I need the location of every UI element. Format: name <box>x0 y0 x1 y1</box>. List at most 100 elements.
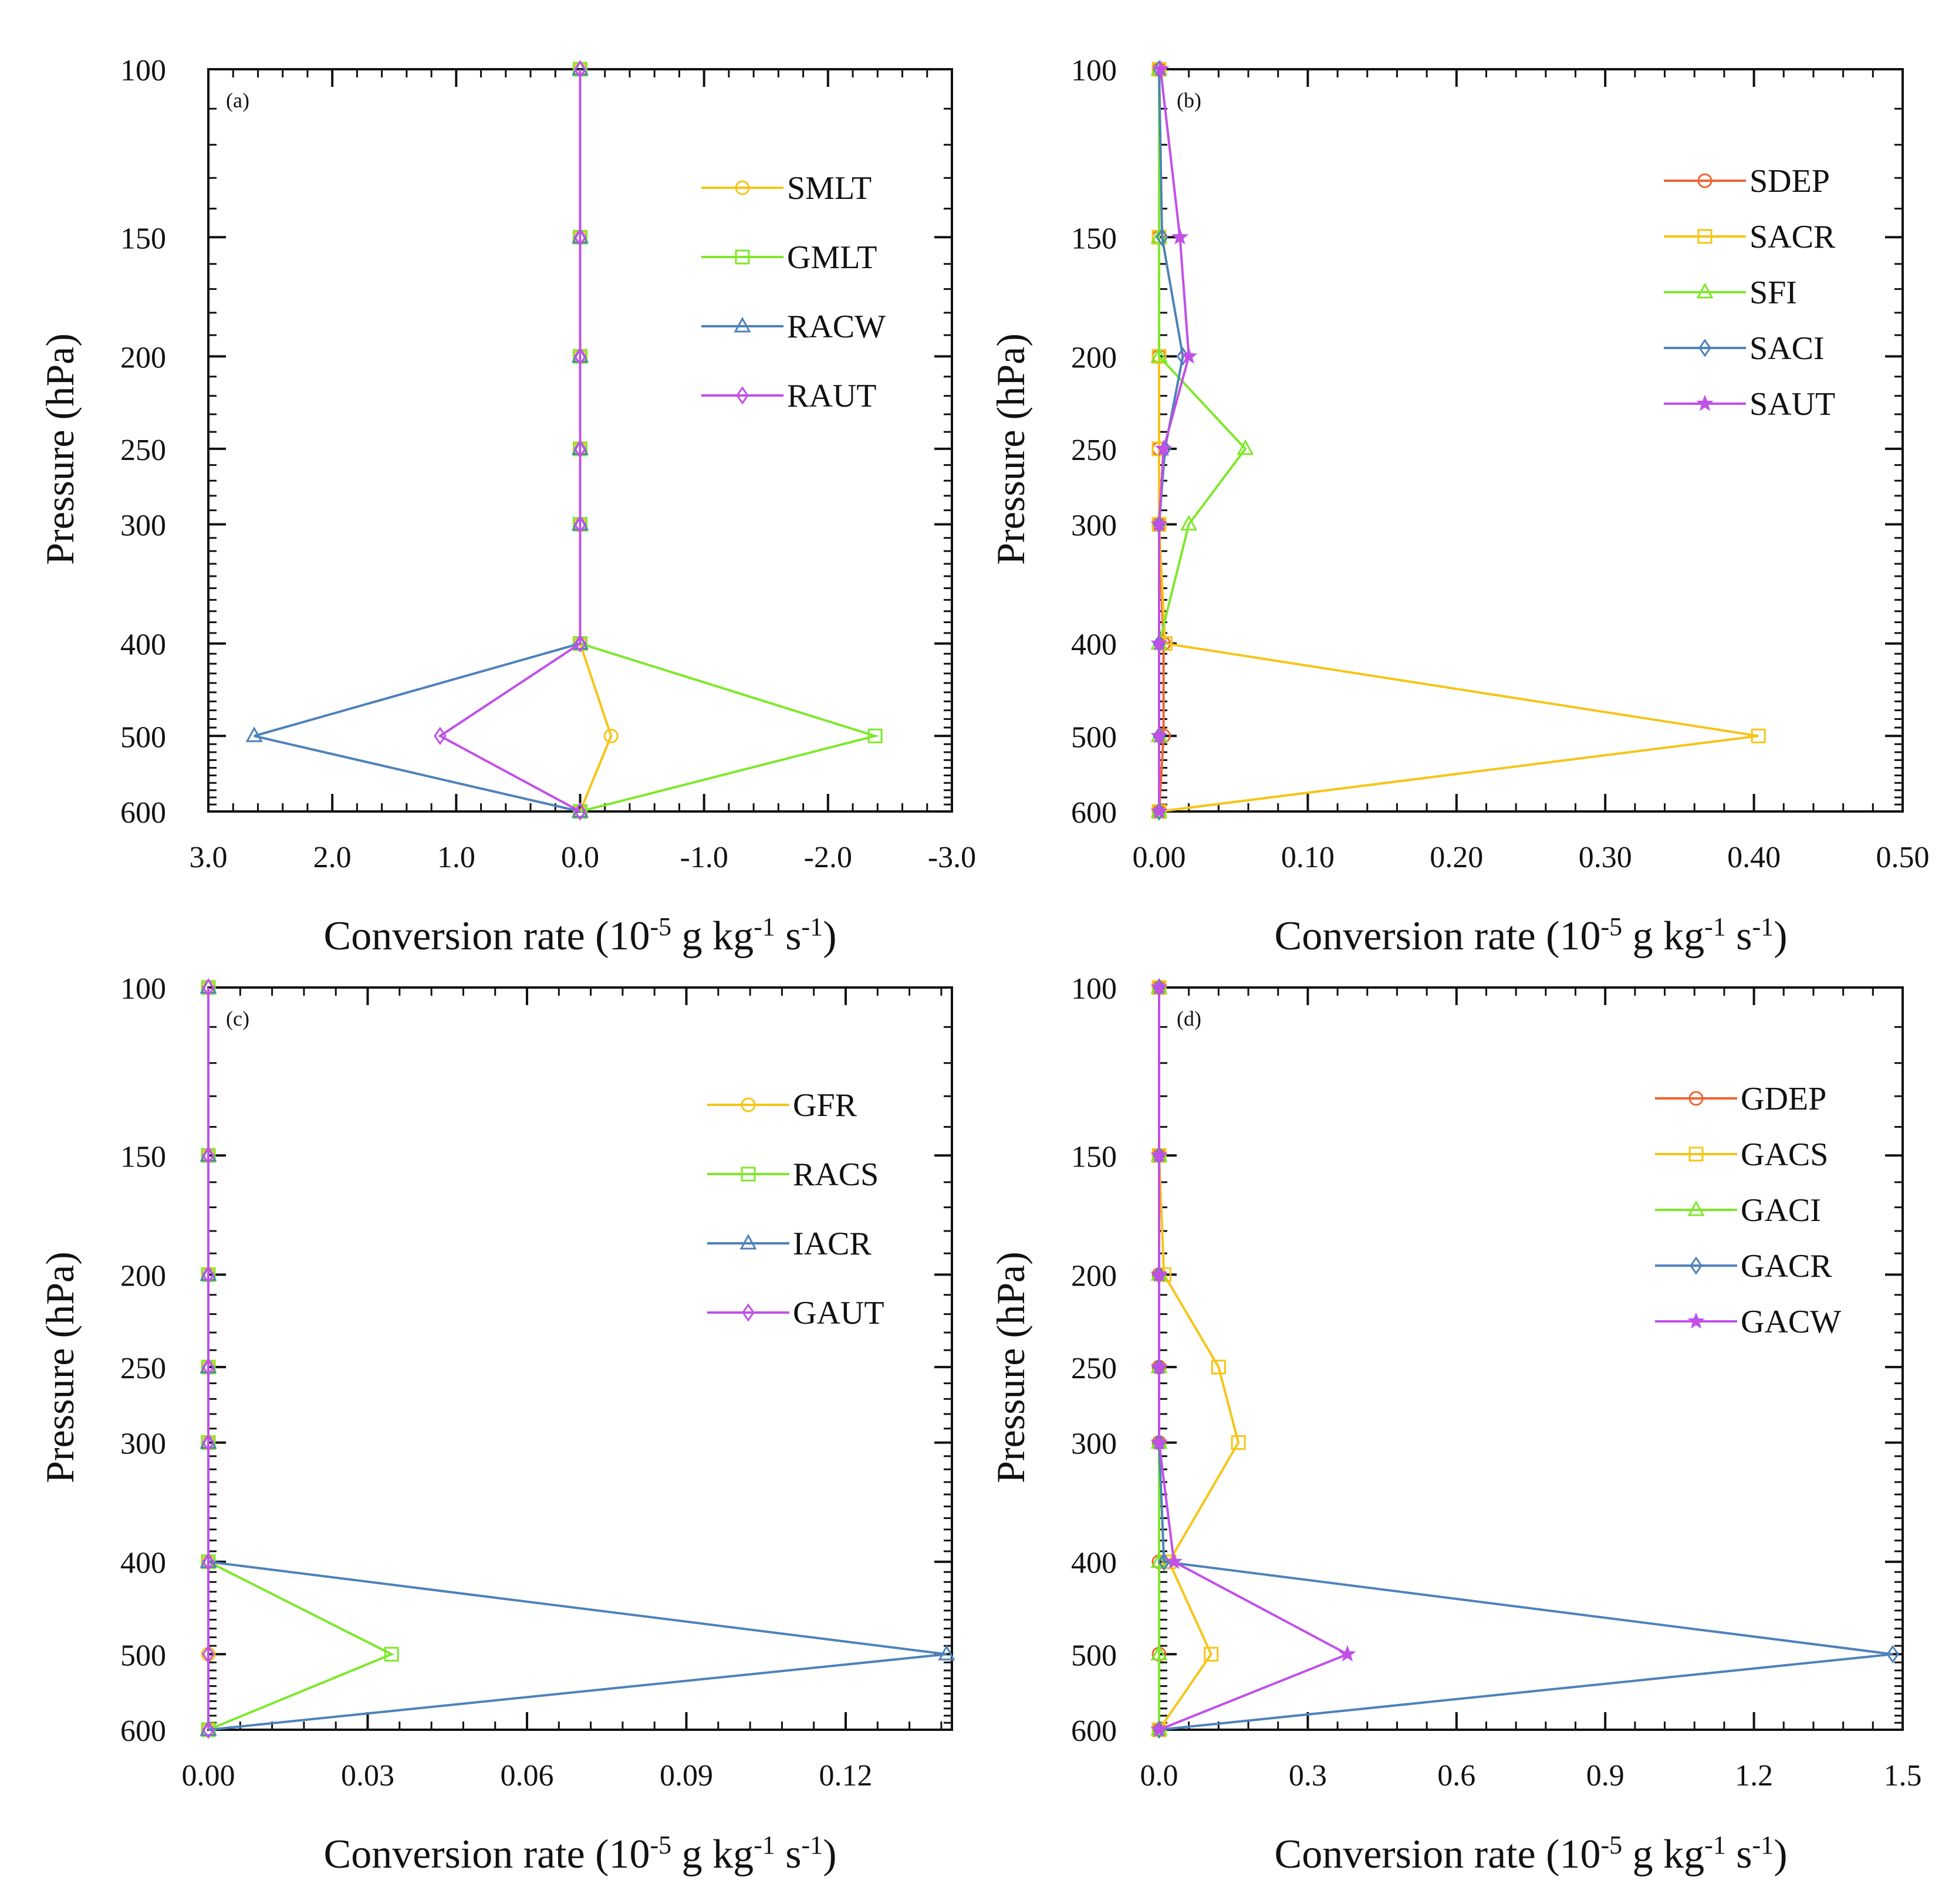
legend-marker-gacr <box>1690 1256 1703 1275</box>
x-axis-title: Conversion rate (10-5 g kg-1 s-1) <box>1275 912 1788 959</box>
x-tick-label: 0.12 <box>819 1759 873 1793</box>
y-tick-label: 400 <box>1071 628 1117 662</box>
data-point-sacr <box>1751 728 1766 743</box>
panel-label: (c) <box>226 1007 249 1030</box>
x-axis-title: Conversion rate (10-5 g kg-1 s-1) <box>1275 1831 1788 1878</box>
x-tick-label: 0.3 <box>1289 1759 1327 1793</box>
series-line-raut <box>438 69 582 813</box>
legend-label: SDEP <box>1749 163 1830 199</box>
data-point-raut <box>573 515 587 534</box>
data-point-smlt <box>603 728 619 743</box>
legend-marker-sdep <box>1697 173 1713 188</box>
data-point-gacw <box>1150 978 1168 995</box>
data-point-gacs <box>1231 1435 1246 1450</box>
panel-a: (a) 100 150 200 250 300 400 500 600 3.0 2.0 1.0 0.0 -… <box>38 54 976 959</box>
data-point-raut <box>573 347 587 366</box>
y-tick-label: 150 <box>1071 222 1117 255</box>
legend-label: IACR <box>793 1226 872 1262</box>
data-point-sfi <box>1237 439 1254 455</box>
legend-marker-gaut <box>742 1303 755 1322</box>
data-point-raut <box>434 726 447 745</box>
y-tick-label: 250 <box>120 434 166 467</box>
data-point-gacw <box>1150 1433 1168 1450</box>
series-line-racs <box>207 987 395 1731</box>
data-point-gaut <box>202 1645 215 1663</box>
data-point-gmlt <box>867 728 883 743</box>
x-tick-label: 0.50 <box>1876 841 1930 874</box>
x-tick-label: 0.0 <box>1140 1759 1178 1793</box>
y-tick-label: 300 <box>120 509 166 543</box>
data-point-saut <box>1180 347 1198 364</box>
y-tick-label: 200 <box>1071 341 1117 374</box>
x-axis-title: Conversion rate (10-5 g kg-1 s-1) <box>324 1831 837 1878</box>
legend-label: GMLT <box>787 239 877 276</box>
y-tick-label: 500 <box>120 721 166 754</box>
y-tick-label: 150 <box>1071 1140 1117 1173</box>
data-point-gaci <box>1150 1552 1168 1568</box>
x-tick-label: 0.0 <box>561 841 599 874</box>
x-tick-label: 0.9 <box>1586 1759 1624 1793</box>
legend-marker-gacs <box>1688 1147 1704 1162</box>
y-tick-label: 150 <box>120 1140 166 1173</box>
x-tick-label: 3.0 <box>190 841 228 874</box>
data-point-raut <box>573 439 587 458</box>
data-point-iacr <box>938 1645 955 1660</box>
data-point-gacw <box>1165 1553 1183 1570</box>
x-tick-label: 0.10 <box>1281 841 1335 874</box>
legend-marker-gacw <box>1687 1312 1705 1329</box>
y-tick-label: 200 <box>120 1259 166 1293</box>
series-line-smlt <box>579 69 613 812</box>
y-tick-label: 100 <box>120 972 166 1006</box>
legend-marker-sfi <box>1696 282 1714 299</box>
legend-marker-smlt <box>735 180 750 195</box>
x-tick-label: 0.03 <box>341 1759 394 1793</box>
legend-label: RACS <box>793 1156 879 1193</box>
legend-marker-gfr <box>741 1097 756 1112</box>
data-point-saut <box>1150 515 1168 532</box>
x-tick-label: 0.6 <box>1437 1759 1475 1793</box>
y-tick-label: 600 <box>120 1714 166 1748</box>
legend-marker-racs <box>741 1166 756 1182</box>
x-tick-label: 0.06 <box>501 1759 554 1793</box>
series-line-gacw <box>1158 987 1350 1731</box>
x-tick-label: 0.20 <box>1430 841 1483 874</box>
data-point-gacs <box>1211 1359 1226 1375</box>
panel-label: (d) <box>1177 1007 1201 1030</box>
data-point-gaut <box>202 1553 215 1571</box>
y-tick-label: 500 <box>1071 1639 1117 1672</box>
series-line-sfi <box>1158 69 1247 811</box>
data-point-raut <box>573 634 587 653</box>
x-tick-label: 0.00 <box>1133 841 1186 874</box>
y-tick-label: 400 <box>120 1547 166 1580</box>
data-point-saut <box>1171 228 1189 245</box>
x-tick-label: 2.0 <box>313 841 352 874</box>
x-tick-label: 1.5 <box>1884 1759 1922 1793</box>
y-tick-label: 400 <box>1071 1547 1117 1580</box>
y-tick-label: 600 <box>1071 796 1117 830</box>
legend-label: SFI <box>1749 275 1797 311</box>
legend-label: GAUT <box>793 1295 884 1331</box>
data-point-gaut <box>202 978 215 997</box>
legend-label: GACW <box>1741 1304 1841 1340</box>
data-point-saut <box>1150 634 1168 651</box>
legend-marker-sacr <box>1697 229 1713 244</box>
panel-d: (d) 100 150 200 250 300 400 500 600 0.0 0.3 0.6 0.9 1… <box>988 972 1922 1877</box>
y-tick-label: 100 <box>1071 972 1117 1006</box>
x-tick-label: 1.2 <box>1735 1759 1773 1793</box>
y-axis-title: Pressure (hPa) <box>988 1252 1033 1483</box>
series-line-saut <box>1158 69 1190 811</box>
data-point-gaut <box>202 1146 215 1165</box>
y-tick-label: 600 <box>120 796 166 830</box>
data-point-saut <box>1154 439 1173 456</box>
data-point-gaut <box>202 1358 215 1377</box>
legend-label: SAUT <box>1749 386 1835 422</box>
legend-label: GACR <box>1741 1248 1832 1284</box>
legend-marker-saut <box>1696 394 1714 411</box>
data-point-gacw <box>1150 1720 1168 1737</box>
data-point-saut <box>1150 726 1168 743</box>
x-tick-label: 0.40 <box>1727 841 1781 874</box>
data-point-gacr <box>1886 1645 1899 1663</box>
y-tick-label: 500 <box>120 1639 166 1672</box>
panel-b: (b) 100 150 200 250 300 400 500 600 0.00 0.10 0.20 0… <box>988 54 1930 959</box>
data-point-raut <box>573 60 587 79</box>
